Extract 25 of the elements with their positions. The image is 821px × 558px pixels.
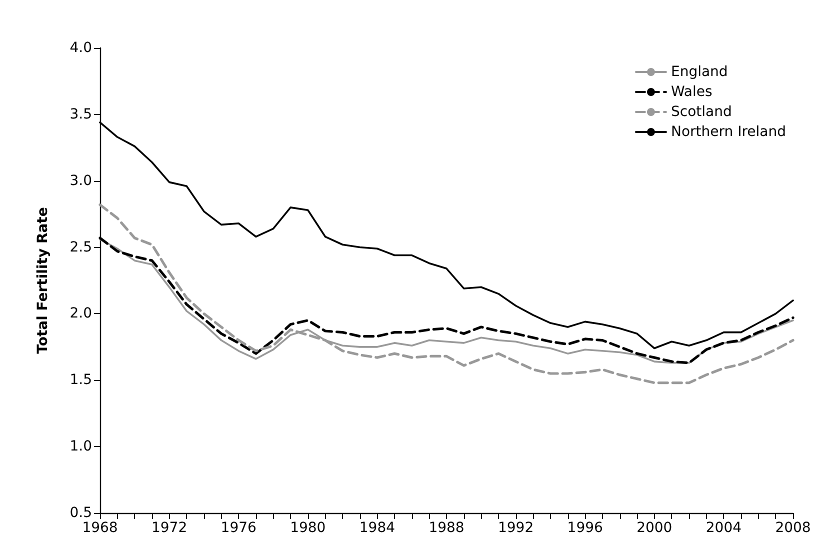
x-tick-label: 2004 — [706, 520, 742, 536]
y-tick-label: 0.5 — [70, 505, 92, 521]
line-series — [98, 203, 794, 384]
y-tick-label: 2.0 — [70, 306, 92, 322]
legend-label: Northern Ireland — [670, 124, 786, 140]
x-tick-label: 1972 — [151, 520, 188, 536]
y-axis-title: Total Fertility Rate — [35, 207, 51, 354]
x-tick-label: 1968 — [82, 520, 118, 536]
y-tick-label: 3.5 — [70, 106, 92, 122]
y-tick-label: 3.0 — [70, 172, 92, 189]
y-tick-label: 2.5 — [70, 239, 92, 256]
x-tick-label: 1980 — [290, 520, 326, 536]
x-tick-label: 1992 — [498, 520, 534, 536]
y-tick-label: 1.5 — [70, 372, 92, 388]
y-tick-label: 1.0 — [70, 438, 92, 455]
x-tick-label: 1976 — [220, 520, 256, 536]
x-tick-label: 2008 — [775, 520, 811, 536]
legend-label: Scotland — [670, 104, 732, 120]
x-tick-label: 1996 — [567, 520, 603, 536]
x-tick-label: 1984 — [359, 520, 396, 536]
x-tick-label: 2000 — [636, 520, 672, 536]
legend-label: England — [670, 64, 728, 80]
x-tick-label: 1988 — [428, 520, 464, 536]
legend-label: Wales — [670, 84, 712, 100]
y-tick-label: 4.0 — [70, 40, 92, 56]
